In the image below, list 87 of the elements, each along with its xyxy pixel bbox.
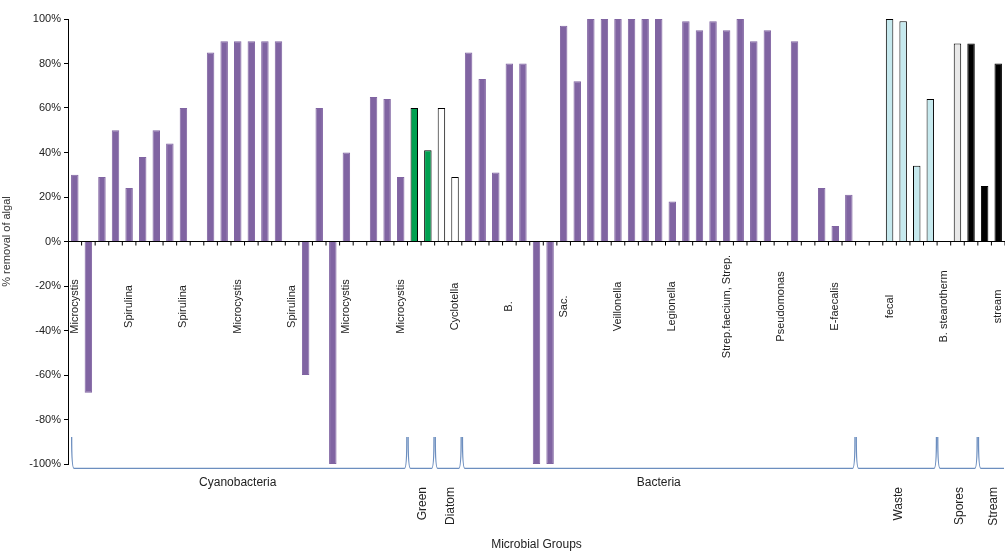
bar	[71, 174, 79, 241]
bar	[84, 242, 93, 393]
y-tick-label: 40%	[38, 145, 62, 158]
text: Microbial Groups	[491, 537, 582, 552]
bar	[790, 41, 799, 241]
bar	[709, 21, 717, 241]
bar	[220, 41, 228, 241]
bar	[587, 19, 595, 241]
x-tick-label: stream	[991, 289, 1004, 324]
y-tick-label: -80%	[35, 412, 62, 425]
bar	[396, 176, 405, 241]
bar	[817, 188, 826, 241]
bar	[342, 152, 351, 241]
bar	[98, 176, 106, 241]
x-tick-label: Microcystis	[339, 278, 352, 334]
bar	[736, 19, 744, 241]
bar	[627, 19, 636, 241]
bar	[614, 19, 622, 241]
y-tick-label: 20%	[38, 190, 62, 203]
bar	[301, 242, 310, 375]
x-tick-label: Spirulina	[285, 284, 298, 328]
x-tick-label: fecal	[882, 294, 895, 319]
bar	[573, 81, 581, 241]
x-tick-label: Sac.	[556, 295, 569, 318]
y-tick-label: 0%	[45, 234, 62, 247]
bar	[369, 96, 378, 241]
bar	[329, 242, 337, 464]
bar	[464, 52, 473, 241]
bar	[695, 30, 704, 241]
bar	[519, 63, 527, 241]
bar	[722, 30, 731, 241]
bar	[600, 19, 609, 241]
x-tick-label: Cyclotella	[448, 281, 461, 331]
x-tick-label: Legionella	[665, 280, 678, 332]
x-tick-label: Spirulina	[176, 284, 189, 328]
text: Bacteria	[636, 475, 682, 490]
x-tick-label: Microcystis	[230, 278, 243, 334]
bar	[166, 143, 174, 241]
bar	[274, 41, 283, 241]
bar	[315, 108, 323, 241]
x-tick-label: Microcystis	[393, 278, 406, 334]
y-tick-label: 80%	[38, 56, 62, 69]
bar	[247, 41, 256, 241]
bar	[478, 79, 486, 241]
x-tick-label: Strep.faecium, Strep.	[719, 254, 732, 359]
y-tick-label: 100%	[32, 12, 62, 25]
bar	[206, 52, 215, 241]
x-tick-label: Pseudomonas	[773, 270, 786, 342]
text: Stream	[985, 487, 1000, 526]
y-tick-label: 60%	[38, 101, 62, 114]
bar	[234, 41, 242, 241]
bar	[763, 30, 772, 241]
bar	[654, 19, 663, 241]
y-axis-title: % removal of algal	[0, 196, 12, 287]
bar	[532, 242, 541, 464]
x-tick-label: Microcystis	[67, 278, 80, 334]
bar	[261, 41, 269, 241]
bar	[152, 130, 160, 241]
bar	[641, 19, 649, 241]
x-tick-label: B.	[502, 301, 515, 312]
text: Green	[415, 487, 430, 521]
y-tick-label: -60%	[35, 368, 62, 381]
y-tick-label: -100%	[29, 457, 62, 470]
bar	[492, 172, 500, 241]
bar	[559, 25, 568, 241]
bar	[179, 108, 188, 241]
bar	[111, 130, 120, 241]
y-tick-label: -20%	[35, 279, 62, 292]
x-tick-label: Spirulina	[122, 284, 135, 328]
bar	[831, 225, 839, 241]
bar	[682, 21, 690, 241]
x-tick-label: B. stearotherm	[936, 270, 949, 343]
bar	[505, 63, 514, 241]
text: Waste	[890, 486, 905, 521]
x-tick-label: E-faecalis	[828, 281, 841, 331]
bar	[668, 201, 677, 241]
text: Cyanobacteria	[199, 475, 277, 490]
text: Diatom	[442, 487, 457, 526]
bar	[138, 156, 147, 241]
text: Spores	[951, 487, 966, 526]
bar	[383, 99, 391, 241]
bar	[845, 194, 853, 241]
x-tick-label: Veillonella	[611, 280, 624, 332]
bar	[546, 242, 554, 464]
y-tick-label: -40%	[35, 323, 62, 336]
bar	[125, 188, 133, 241]
bar	[750, 41, 758, 241]
